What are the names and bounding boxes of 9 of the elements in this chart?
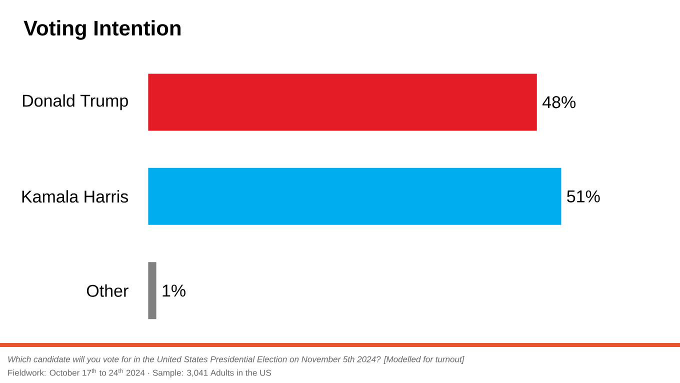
text: Which candidate will you vote for in the United States Presidential Election on November 5th 2024? [Modelled for turnout] (8, 356, 464, 364)
chart-title: Voting Intention (24, 20, 180, 40)
y-tick-label: Other (86, 284, 128, 297)
y-tick-label: Kamala Harris (22, 190, 128, 203)
y-tick-label: Donald Trump (22, 94, 128, 110)
text: Fieldwork: October 17$^{th}$ to 24$^{th}$ 2024 · Sample: 3,041 Adults in the US (8, 368, 271, 378)
data-label: 48% (542, 96, 576, 108)
data-label: 1% (162, 284, 186, 297)
data-label: 51% (567, 190, 600, 202)
